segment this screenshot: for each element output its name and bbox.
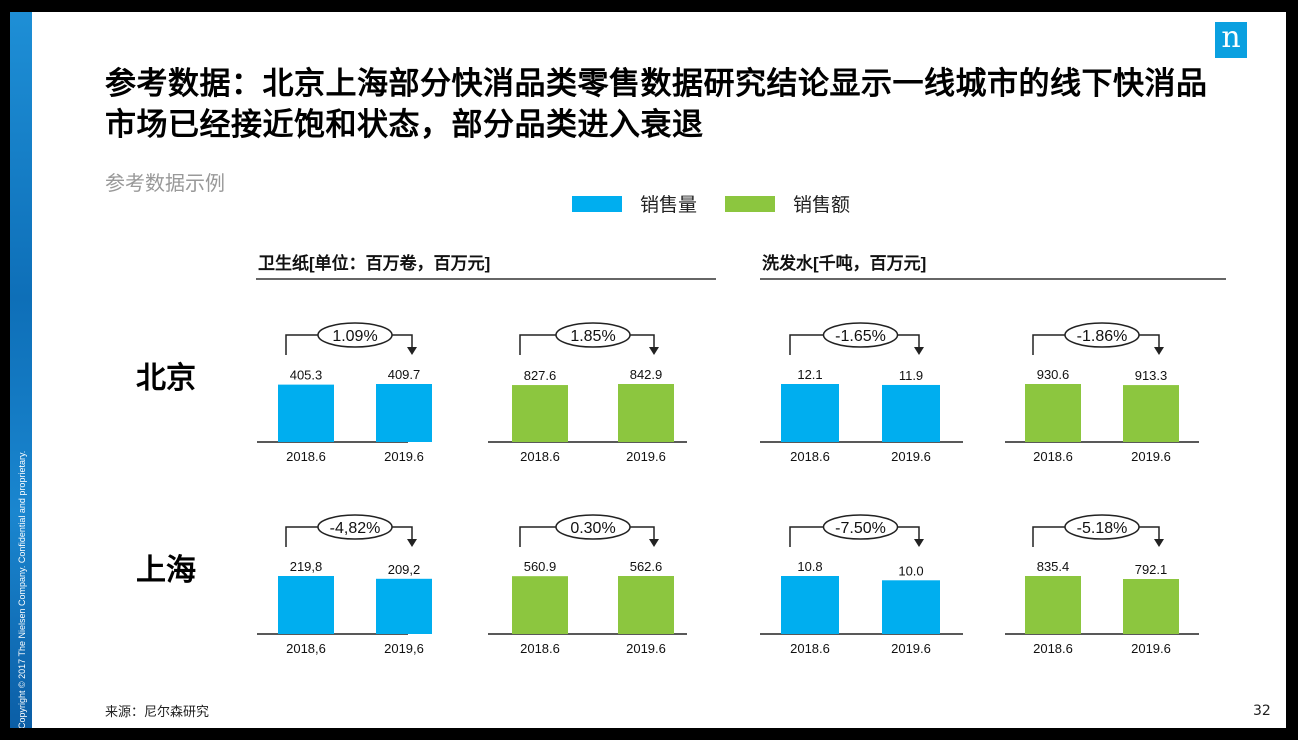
panel-4-arrow-down-icon	[407, 539, 417, 547]
panel-3-value-label-1: 913.3	[1135, 368, 1168, 383]
panel-0-value-label-0: 405.3	[290, 368, 323, 383]
panel-3-bar-1	[1123, 385, 1179, 442]
panel-0-arrow-down-icon	[407, 347, 417, 355]
panel-2-bar-1	[882, 384, 940, 442]
panel-1-value-label-0: 827.6	[524, 368, 557, 383]
panel-6-value-label-1: 10.0	[898, 563, 923, 578]
panel-2-value-label-0: 12.1	[797, 367, 822, 382]
panel-4-bar-1	[376, 578, 432, 634]
panel-6-bar-1	[882, 580, 940, 634]
panel-5-value-label-1: 562.6	[630, 559, 663, 574]
panel-7-value-label-1: 792.1	[1135, 562, 1168, 577]
panel-2-category-label-0: 2018.6	[790, 449, 830, 464]
panel-5-bar-0	[512, 576, 568, 634]
panel-4-category-label-0: 2018,6	[286, 641, 326, 656]
panel-6-change-ellipse	[822, 514, 899, 540]
chart-area: 卫生纸[单位：百万卷，百万元] 洗发水[千吨，百万元] 北京上海 405.3 2018.…	[136, 253, 1226, 656]
panel-5-value-label-0: 560.9	[524, 559, 557, 574]
panel-6-arrow-down-icon	[914, 539, 924, 547]
panel-5-change-label: 0.30%	[570, 520, 615, 537]
panel-3-change-label: -1.86%	[1077, 328, 1128, 345]
source-note: 来源：尼尔森研究	[105, 705, 210, 720]
panel-7-change-ellipse	[1064, 514, 1140, 540]
panel-7-value-label-0: 835.4	[1037, 559, 1070, 574]
panel-2-arrow-down-icon	[914, 347, 924, 355]
panel-1-bar-1	[618, 384, 674, 442]
panel-1-bar-0	[512, 385, 568, 442]
panel-3-value-label-0: 930.6	[1037, 367, 1070, 382]
panel-0-bar-0	[278, 384, 334, 442]
legend-label-volume: 销售量	[640, 194, 698, 216]
panel-3-arrow-down-icon	[1154, 347, 1164, 355]
page-number: 32	[1253, 703, 1271, 719]
panel-0-value-label-1: 409.7	[388, 367, 421, 382]
chart-legend: 销售量 销售额	[572, 190, 878, 217]
panel-2-change-ellipse	[822, 322, 899, 348]
panel-5-arrow-down-icon	[649, 539, 659, 547]
group-title-0: 卫生纸[单位：百万卷，百万元]	[258, 253, 490, 273]
slide: Copyright © 2017 The Nielsen Company. Co…	[10, 12, 1286, 728]
group-title-1: 洗发水[千吨，百万元]	[762, 253, 926, 273]
panel-6-value-label-0: 10.8	[797, 559, 822, 574]
panel-1-category-label-1: 2019.6	[626, 449, 666, 464]
panel-1-arrow-down-icon	[649, 347, 659, 355]
panel-7-bar-0	[1025, 576, 1081, 634]
panel-3-change-ellipse	[1064, 322, 1140, 348]
panel-0-bar-1	[376, 384, 432, 442]
panel-6-bar-0	[781, 576, 839, 634]
panel-7-category-label-1: 2019.6	[1131, 641, 1171, 656]
panel-0-change-label: 1.09%	[332, 328, 377, 345]
panel-2-bar-0	[781, 384, 839, 442]
panel-1-change-label: 1.85%	[570, 328, 615, 345]
panel-2-value-label-1: 11.9	[899, 368, 923, 383]
panel-3-category-label-0: 2018.6	[1033, 449, 1073, 464]
panel-5-category-label-1: 2019.6	[626, 641, 666, 656]
panel-7-arrow-down-icon	[1154, 539, 1164, 547]
panel-0-category-label-0: 2018.6	[286, 449, 326, 464]
panel-4-bar-0	[278, 576, 334, 634]
panel-2-category-label-1: 2019.6	[891, 449, 931, 464]
panel-6-category-label-1: 2019.6	[891, 641, 931, 656]
panel-7-category-label-0: 2018.6	[1033, 641, 1073, 656]
panel-4-value-label-1: 209,2	[388, 562, 421, 577]
legend-swatch-volume	[572, 195, 622, 212]
panel-0-change-ellipse	[317, 322, 393, 348]
panel-4-change-label: -4,82%	[330, 520, 381, 537]
panel-4-change-ellipse	[317, 514, 393, 540]
panel-1-category-label-0: 2018.6	[520, 449, 560, 464]
panel-7-change-label: -5.18%	[1077, 520, 1128, 537]
panel-7-bar-1	[1123, 579, 1179, 634]
panel-4-value-label-0: 219,8	[290, 559, 323, 574]
nielsen-logo-icon: n	[1215, 22, 1247, 58]
row-label-0: 北京	[136, 361, 196, 395]
panel-3-category-label-1: 2019.6	[1131, 449, 1171, 464]
panel-5-bar-1	[618, 576, 674, 634]
page-subtitle: 参考数据示例	[105, 171, 225, 195]
row-label-1: 上海	[136, 554, 196, 587]
legend-swatch-value	[725, 195, 776, 212]
panel-6-change-label: -7.50%	[835, 520, 886, 537]
legend-item-volume: 销售量	[572, 190, 697, 217]
panel-3-bar-0	[1025, 384, 1081, 442]
panel-5-category-label-0: 2018.6	[520, 641, 560, 656]
panel-5-change-ellipse	[555, 514, 631, 540]
panel-6-category-label-0: 2018.6	[790, 641, 830, 656]
legend-item-value: 销售额	[725, 190, 850, 217]
page-title: 参考数据：北京上海部分快消品类零售数据研究结论显示一线城市的线下快消品市场已经接…	[105, 66, 1208, 143]
panel-0-category-label-1: 2019.6	[384, 449, 424, 464]
legend-label-value: 销售额	[793, 194, 851, 216]
panel-1-value-label-1: 842.9	[630, 367, 663, 382]
sidebar-stripe	[10, 12, 32, 728]
panel-1-change-ellipse	[555, 322, 631, 348]
panel-4-category-label-1: 2019,6	[384, 641, 424, 656]
panel-2-change-label: -1.65%	[835, 328, 886, 345]
